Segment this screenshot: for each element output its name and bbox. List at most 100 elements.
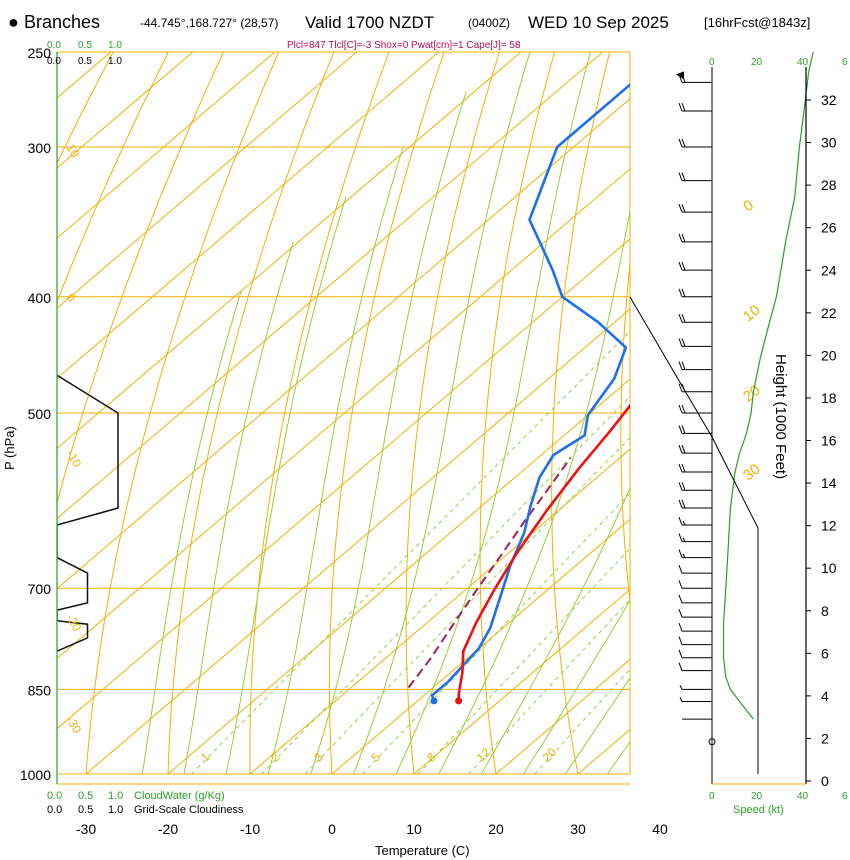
cloudiness-label: Grid-Scale Cloudiness [134, 804, 244, 816]
wind-barb-feather [681, 138, 686, 148]
wind-barb [678, 361, 712, 371]
wind-speed-line [722, 51, 814, 720]
cloudiness-tick-1-bottom: 1.0 [108, 804, 123, 816]
wind-barb-feather [681, 288, 686, 297]
moist-adiabats [141, 52, 630, 774]
wind-barb [708, 738, 716, 746]
height-tick-label: 2 [821, 730, 829, 746]
wind-barb [678, 444, 712, 454]
mixing-ratio-label: 1 [198, 750, 213, 765]
wind-barb [678, 404, 712, 414]
cloud-axis-labels: 0.0 0.5 1.0 0.0 0.5 1.0 0.0 0.5 1.0 Clou… [47, 40, 244, 816]
wind-barb [678, 649, 712, 659]
cloudwater-tick-1-bottom: 1.0 [108, 790, 123, 802]
wind-barb-feather [678, 102, 683, 112]
pressure-label: 400 [28, 290, 52, 306]
wind-barb-feather [678, 288, 683, 297]
dry-adiabat-line [620, 259, 630, 607]
temperature-tick-label: -20 [158, 821, 178, 837]
dewpoint-surface-dot [430, 697, 438, 705]
isotherm-label: -30 [63, 714, 84, 736]
wind-barb [678, 580, 712, 589]
wind-barb-feather [678, 636, 683, 645]
wind-barb-half-feather [682, 537, 686, 542]
moist-adiabat-line [395, 52, 592, 774]
temperature-tick-label: -10 [240, 821, 260, 837]
wind-barb-half-feather [682, 520, 686, 526]
wind-barb-feather [681, 203, 686, 213]
pressure-label: 700 [28, 581, 52, 597]
wind-barb-feather [678, 463, 683, 473]
wind-barb-feather [681, 261, 686, 271]
wind-barb-feather [681, 444, 686, 454]
wind-barb-feather [678, 361, 683, 370]
wind-barb [678, 594, 712, 604]
height-tick-label: 26 [821, 220, 837, 236]
wind-barb [678, 609, 712, 618]
pressure-label: 1000 [20, 767, 51, 783]
pressure-label: 500 [28, 406, 52, 422]
cloudiness-tick-1-top: 1.0 [108, 56, 122, 67]
wind-barb-feather [678, 338, 683, 347]
bullet-icon: ● [8, 12, 19, 32]
wind-barb-feather [678, 516, 683, 526]
moist-adiabat-line [522, 599, 630, 774]
wind-barb-feather [678, 594, 683, 604]
isobars [57, 51, 630, 775]
height-tick-label: 6 [821, 645, 829, 661]
wind-barb-feather [678, 609, 683, 618]
wind-barb-feather [681, 482, 686, 491]
valid-date: WED 10 Sep 2025 [528, 13, 669, 32]
height-tick-label: 28 [821, 177, 837, 193]
temperature-tick-label: -30 [76, 821, 96, 837]
theta-label: 30 [740, 461, 764, 485]
dry-adiabat-line [85, 52, 280, 774]
parameters-line: Plcl=847 Tlcl[C]=-3 Shox=0 Pwat[cm]=1 Ca… [287, 40, 521, 51]
wind-barb [678, 233, 712, 243]
isotherm-label: 10 [63, 142, 82, 161]
mixing-ratio-label: 3 [311, 750, 326, 765]
moist-adiabat-line [310, 91, 467, 774]
moist-adiabat-line [438, 208, 630, 774]
moist-adiabat-line [141, 290, 242, 774]
pressure-label: 250 [28, 45, 52, 61]
moist-adiabat-line [183, 241, 294, 774]
speed-tick-20-bottom: 20 [751, 791, 763, 802]
height-tick-label: 8 [821, 603, 829, 619]
wind-barb-feather [681, 233, 686, 243]
x-axis-label: Temperature (C) [375, 843, 470, 858]
wind-barb [678, 662, 712, 672]
cloudwater-tick-05-top: 0.5 [78, 40, 92, 51]
isotherm-line [413, 588, 630, 774]
height-tick-label: 18 [821, 390, 837, 406]
temperature-line [457, 403, 630, 701]
dry-adiabat-line [57, 52, 225, 506]
wind-barb [678, 482, 712, 491]
cloudwater-tick-1-top: 1.0 [108, 40, 122, 51]
mixing-ratio-line [304, 436, 630, 774]
dry-adiabat-line [57, 52, 169, 303]
speed-unit-label: Speed (kt) [733, 804, 784, 816]
wind-barb [678, 463, 712, 473]
cloud-profile [57, 374, 119, 652]
dry-adiabat-line [405, 52, 500, 774]
wind-barb-feather [678, 425, 683, 434]
speed-tick-0-top: 0 [709, 57, 715, 68]
height-tick-label: 22 [821, 305, 837, 321]
dewpoint-line [430, 83, 630, 702]
wind-barb [678, 549, 712, 559]
wind-calm-icon [708, 738, 716, 746]
dry-adiabat-line [249, 52, 390, 774]
wind-barb [678, 499, 712, 509]
pressure-label: 300 [28, 140, 52, 156]
wind-barb [678, 288, 712, 298]
dry-adiabat-line [167, 52, 335, 774]
wind-barb [678, 172, 712, 182]
moist-adiabat-line [225, 196, 347, 774]
wind-barb-feather [678, 533, 683, 542]
wind-barb-feather [678, 499, 683, 509]
moist-adiabat-line [564, 676, 630, 774]
wind-barb [678, 533, 712, 543]
isotherm-line [57, 52, 440, 379]
